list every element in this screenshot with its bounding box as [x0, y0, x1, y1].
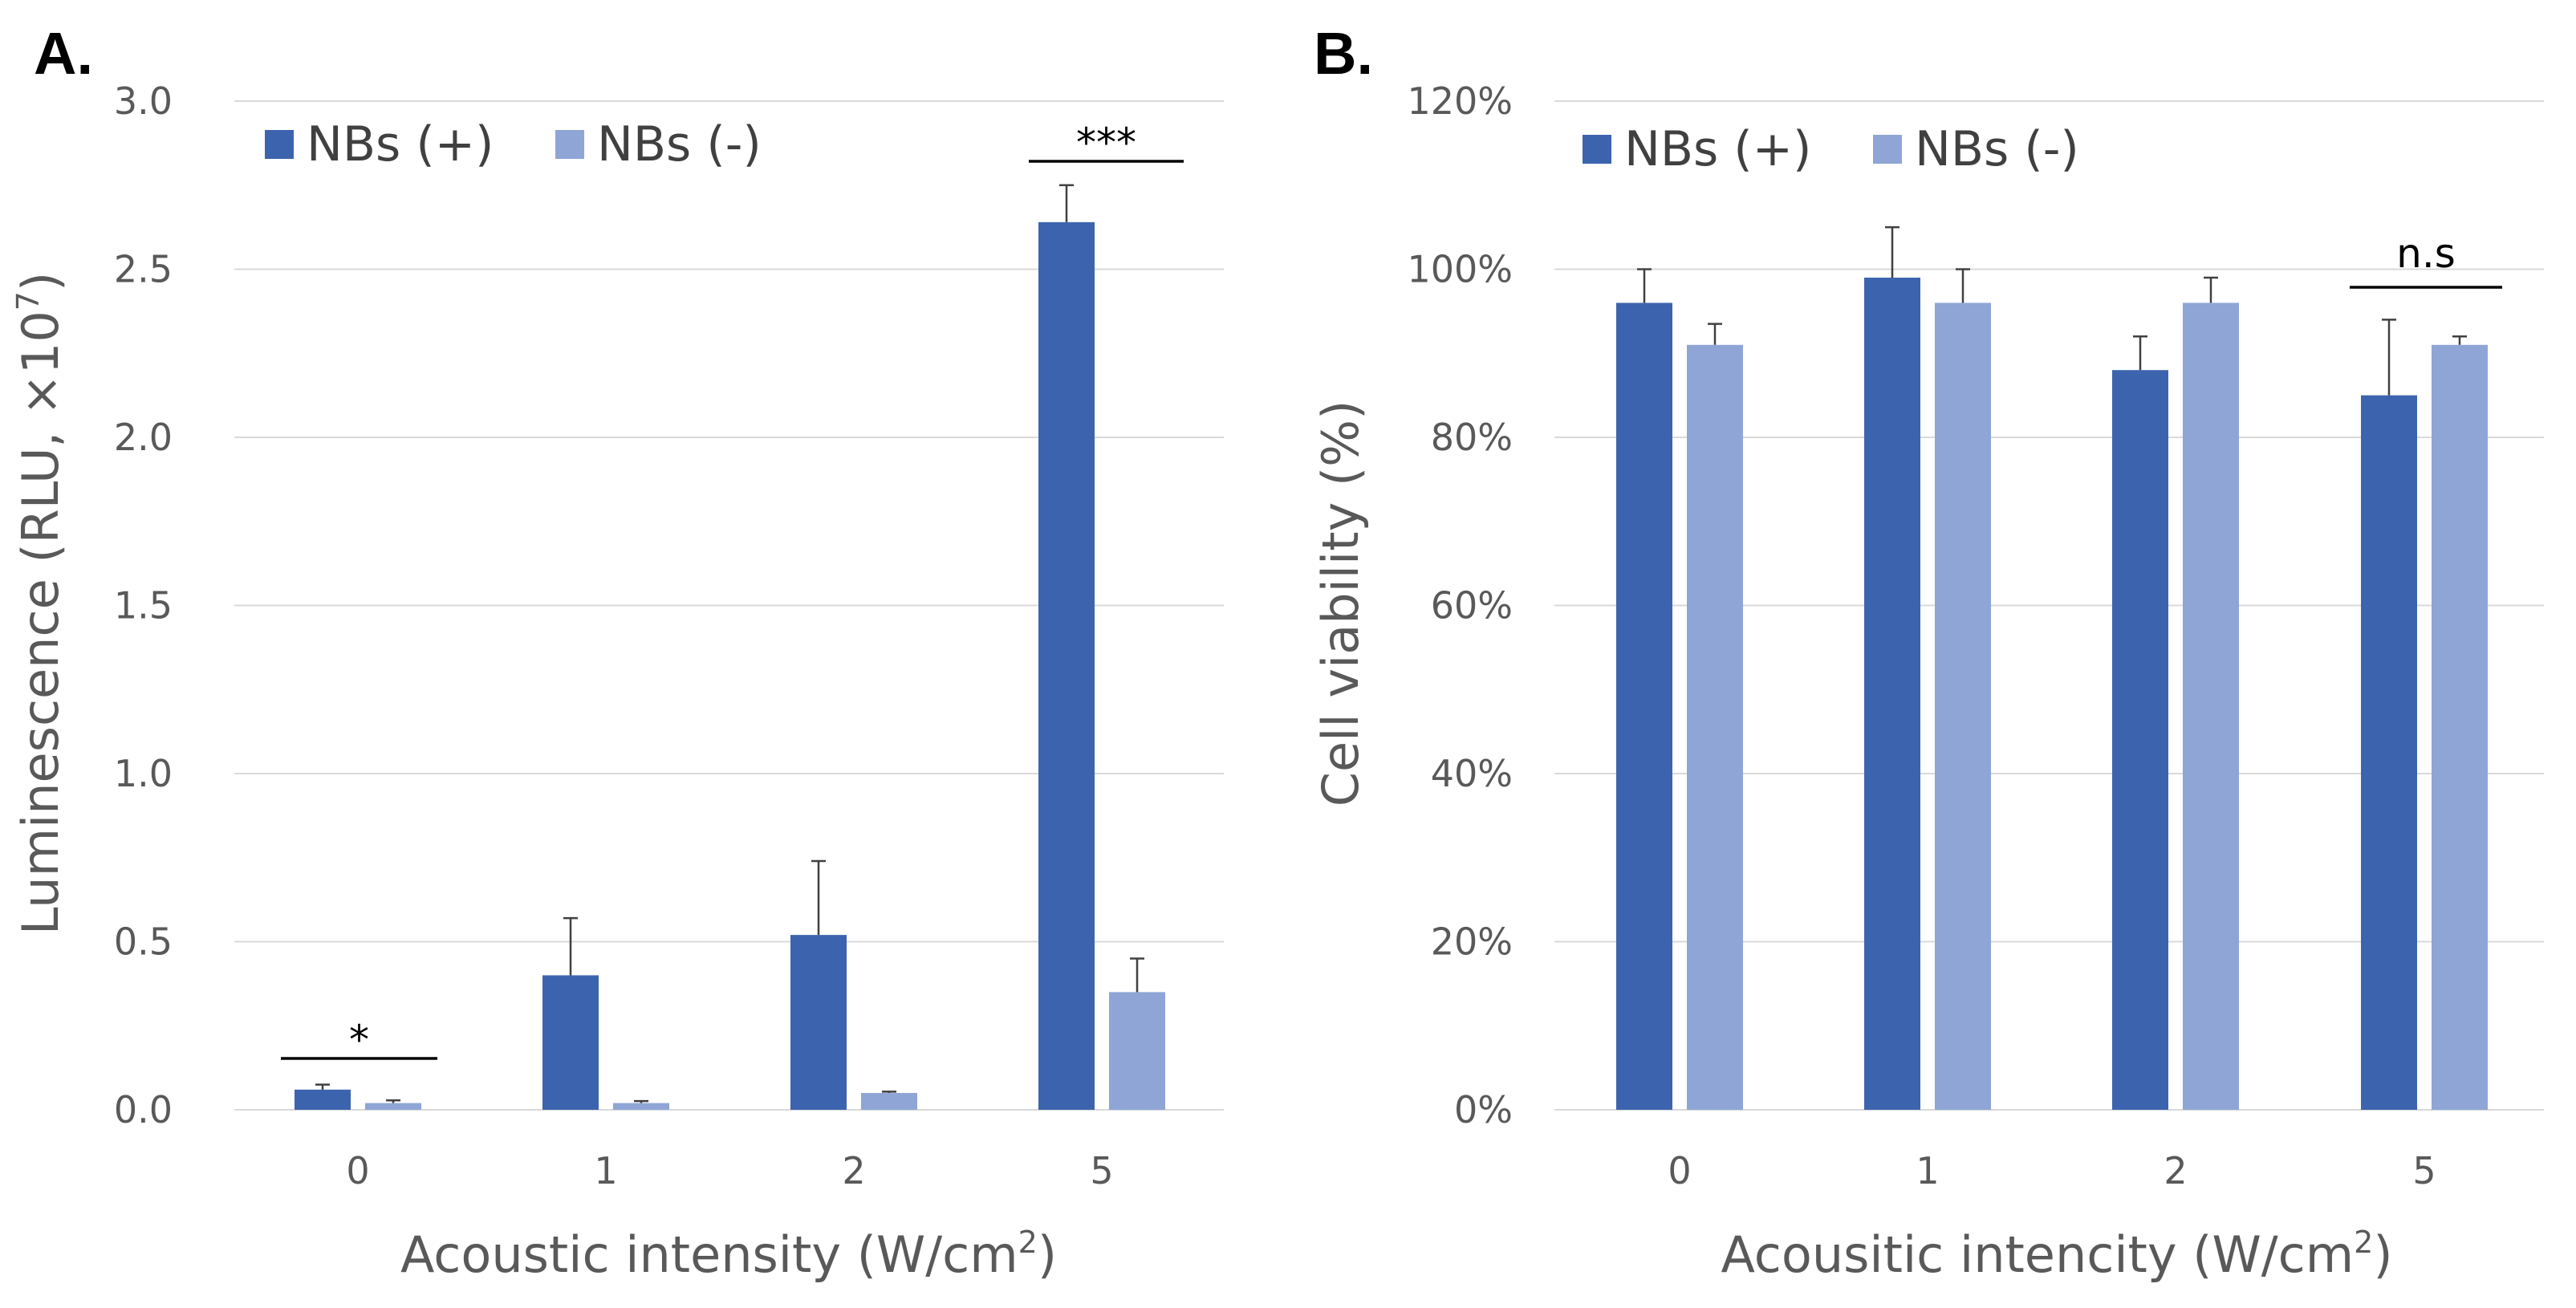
x-tick-label: 2	[2164, 1149, 2187, 1192]
y-tick-label: 120%	[1407, 79, 1513, 123]
error-bar	[1708, 323, 1722, 345]
legend-label: NBs (-)	[1915, 121, 2079, 177]
bar-nbs-minus-1	[613, 1103, 669, 1110]
error-bar	[1059, 184, 1074, 222]
y-tick-label: 20%	[1431, 920, 1513, 964]
legend-swatch	[555, 130, 584, 159]
x-tick-label: 2	[842, 1149, 865, 1192]
bar-nbs-minus-1	[1935, 303, 1991, 1110]
y-tick-label: 2.5	[114, 248, 173, 291]
x-axis-label-superscript: 2	[1018, 1225, 1038, 1260]
bar-nbs-minus-2	[2183, 303, 2239, 1110]
bar-nbs-minus-2	[861, 1093, 917, 1110]
x-axis-label: Acousitic intencity (W/cm2)	[1721, 1225, 2392, 1284]
error-bar	[2452, 335, 2467, 345]
error-bar	[882, 1091, 896, 1094]
error-bar	[2382, 319, 2396, 396]
bar-nbs-plus-2	[790, 935, 847, 1110]
panel-label: B.	[1314, 20, 1373, 87]
y-tick-label: 60%	[1431, 584, 1513, 628]
bar-nbs-plus-0	[295, 1089, 351, 1110]
legend-swatch	[265, 130, 294, 159]
y-tick-label: 100%	[1407, 248, 1513, 291]
error-bar	[2133, 335, 2147, 371]
x-tick-label: 5	[2412, 1149, 2436, 1192]
x-tick-label: 5	[1090, 1149, 1113, 1192]
y-axis-label: Cell viability (%)	[1311, 400, 1370, 807]
y-tick-label: 80%	[1431, 416, 1513, 459]
x-axis-label-end: )	[2373, 1225, 2392, 1284]
y-tick-label: 3.0	[114, 79, 173, 123]
error-bar	[315, 1083, 330, 1090]
legend-label: NBs (+)	[307, 116, 494, 173]
bar-nbs-plus-2	[2112, 370, 2168, 1110]
bar-nbs-plus-1	[1864, 277, 1920, 1111]
error-bar	[2204, 276, 2218, 303]
bar-nbs-minus-5	[2432, 344, 2488, 1110]
y-axis-label-superscript: 7	[10, 291, 46, 311]
y-tick-label: 1.5	[114, 584, 173, 628]
y-tick-label: 2.0	[114, 416, 173, 459]
x-tick-label: 1	[1916, 1149, 1939, 1192]
bar-nbs-plus-0	[1616, 303, 1672, 1110]
x-axis-label-superscript: 2	[2354, 1225, 2373, 1260]
x-tick-label: 1	[594, 1149, 617, 1192]
y-tick-label: 0%	[1454, 1088, 1513, 1131]
error-bar	[1637, 268, 1652, 303]
y-tick-label: 40%	[1431, 752, 1513, 795]
chart-panel-a: A. 0.0 0.5 1.0 1.5 2.0 2.5 3.0 0 1 2 5 NBs (+) NBs (-…	[10, 20, 1224, 1284]
chart-panel-b: B. 0% 20% 40% 60% 80% 100% 120% 0 1 2 5 NBs (+) NBs (…	[1311, 20, 2544, 1284]
bar-nbs-minus-0	[1687, 344, 1743, 1110]
y-tick-label: 0.5	[114, 920, 173, 964]
bar-nbs-plus-5	[1038, 221, 1095, 1111]
y-tick-label: 0.0	[114, 1088, 173, 1131]
bar-nbs-minus-0	[365, 1103, 421, 1110]
significance-label: ***	[1076, 120, 1136, 166]
panel-label: A.	[34, 20, 93, 87]
error-bar	[563, 916, 578, 976]
significance-label: *	[349, 1017, 369, 1063]
x-tick-label: 0	[346, 1149, 369, 1192]
legend-label: NBs (+)	[1624, 121, 1811, 177]
error-bar	[386, 1099, 400, 1103]
legend-swatch	[1583, 135, 1611, 164]
legend-label: NBs (-)	[597, 116, 762, 173]
error-bar	[1956, 268, 1970, 303]
significance-label: n.s	[2396, 230, 2456, 277]
bar-nbs-plus-1	[542, 975, 599, 1110]
y-axis-label-end: )	[11, 272, 70, 291]
x-axis-label-end: )	[1038, 1225, 1057, 1284]
y-axis-label: Luminescence (RLU, ×107)	[10, 272, 70, 935]
y-tick-label: 1.0	[114, 752, 173, 795]
error-bar	[634, 1099, 648, 1103]
bar-nbs-plus-5	[2361, 395, 2417, 1110]
legend-swatch	[1873, 135, 1902, 164]
error-bar	[1885, 225, 1899, 278]
x-axis-label: Acoustic intensity (W/cm2)	[400, 1225, 1057, 1284]
error-bar	[811, 859, 826, 936]
x-tick-label: 0	[1668, 1149, 1691, 1192]
bar-nbs-minus-5	[1109, 992, 1165, 1110]
error-bar	[1130, 957, 1144, 993]
